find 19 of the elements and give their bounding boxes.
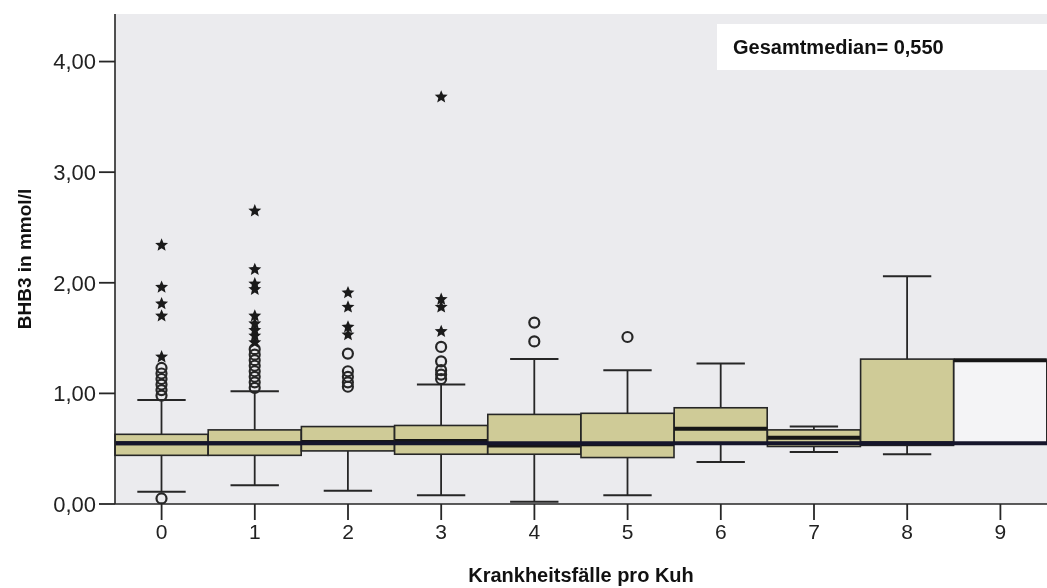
annotation: Gesamtmedian= 0,550 (733, 35, 945, 60)
y-tick-label: 4,00 (53, 49, 96, 75)
note-box: Gesamtmedian= 0,550 (717, 24, 1047, 70)
y-tick-label: 0,00 (53, 491, 96, 517)
x-tick-label: 7 (808, 519, 820, 543)
x-tick-label: 9 (994, 519, 1007, 543)
x-tick-label: 2 (342, 519, 354, 543)
y-tick-label: 2,00 (53, 270, 96, 296)
x-tick-label: 6 (714, 519, 727, 543)
x-tick-label: 4 (528, 519, 541, 543)
y-tick-label: 1,00 (53, 381, 96, 407)
x-tick-label: 5 (621, 519, 634, 543)
x-tick-label: 1 (248, 519, 261, 543)
y-tick-label: 3,00 (53, 159, 96, 185)
y-axis-title: BHB3 in mmol/l (13, 188, 35, 330)
x-tick-label: 8 (901, 519, 914, 543)
x-axis-title: Krankheitsfälle pro Kuh (468, 564, 694, 586)
x-tick-label: 0 (155, 519, 168, 543)
x-tick-label: 3 (435, 519, 448, 543)
